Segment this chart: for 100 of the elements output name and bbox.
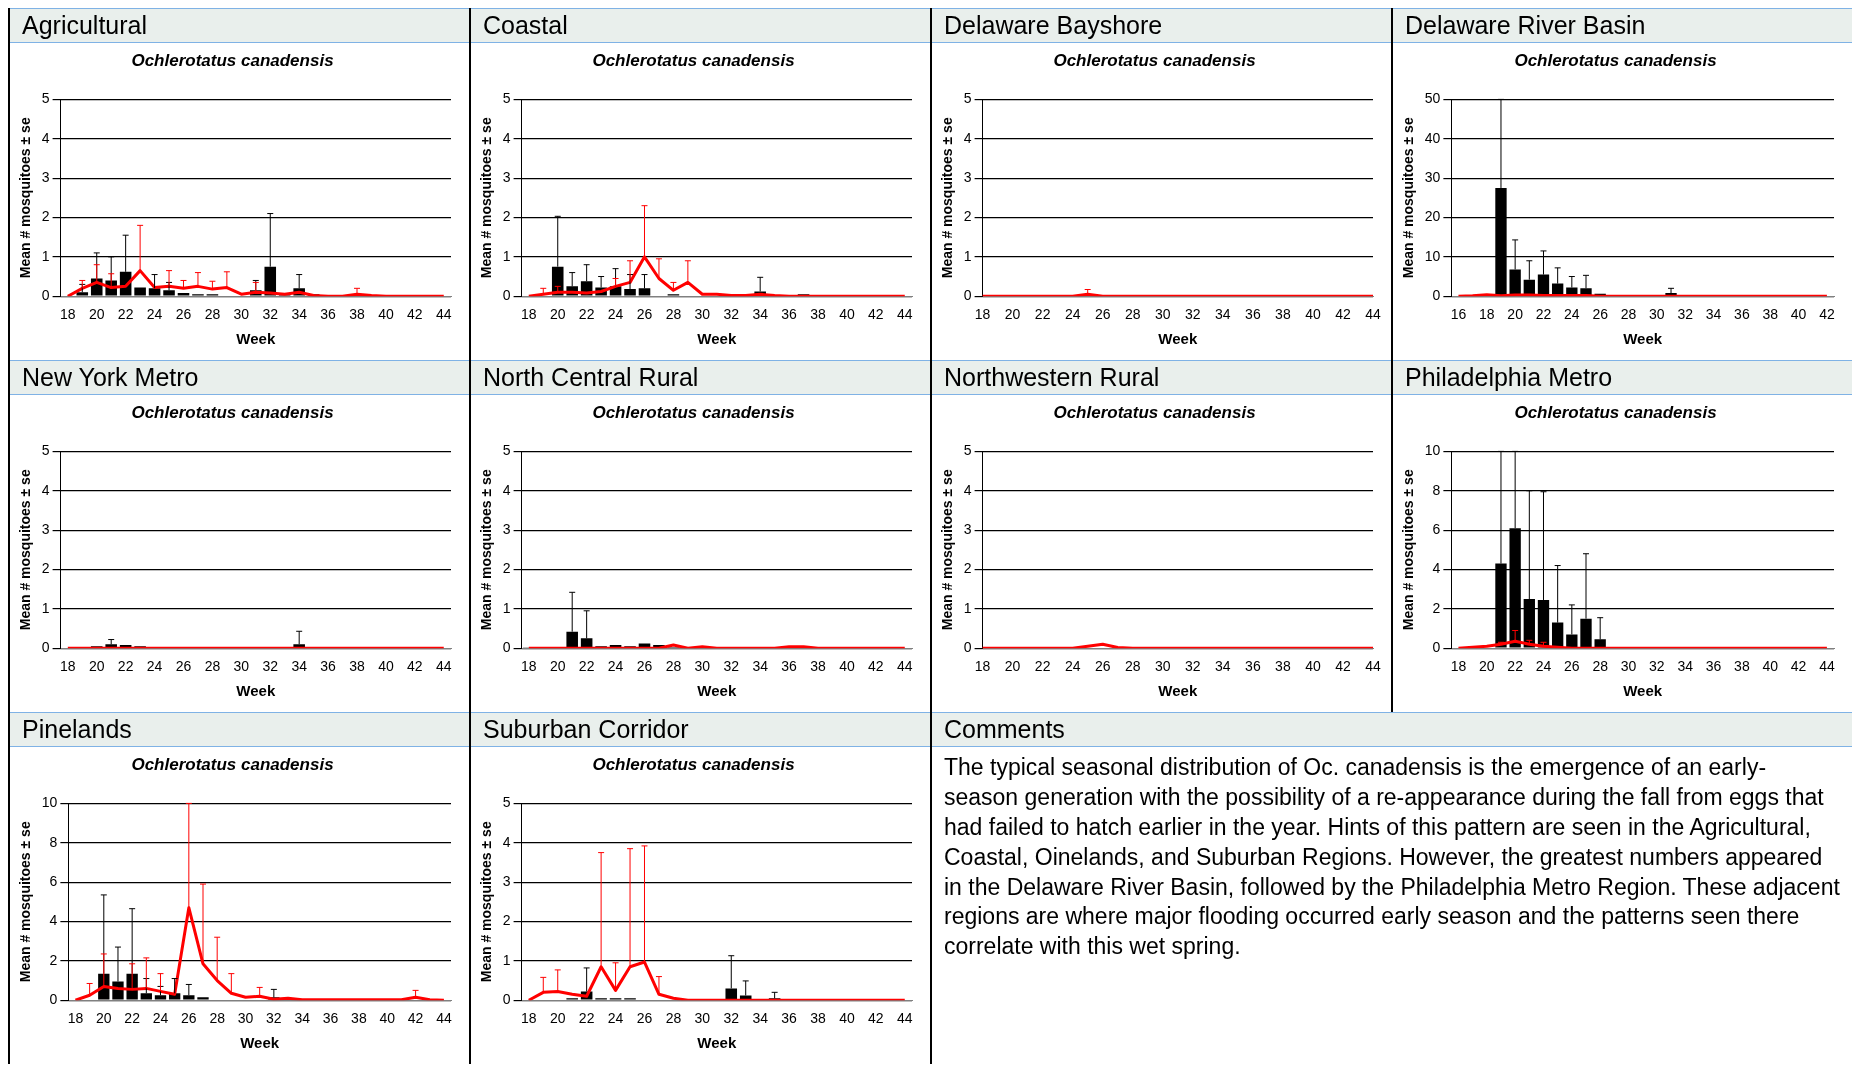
y-tick-label: 0	[41, 287, 50, 304]
y-axis-title: Mean # mosquitoes ± se	[478, 821, 495, 983]
x-tick-label: 22	[1507, 658, 1524, 675]
chart-title: New York Metro	[10, 360, 469, 395]
x-tick-label: 44	[435, 658, 452, 675]
x-tick-label: 22	[117, 306, 134, 323]
x-tick-label: 34	[1677, 658, 1694, 675]
x-tick-label: 42	[1335, 658, 1351, 675]
y-axis-title: Mean # mosquitoes ± se	[17, 821, 34, 983]
x-tick-label: 36	[1245, 658, 1261, 675]
x-tick-label: 34	[1215, 658, 1231, 675]
x-tick-label: 42	[407, 658, 423, 675]
y-axis-title: Mean # mosquitoes ± se	[1400, 469, 1417, 631]
x-tick-label: 32	[723, 1010, 740, 1027]
x-tick-label: 38	[1275, 306, 1291, 323]
x-tick-label: 44	[435, 306, 452, 323]
y-tick-label: 0	[963, 287, 972, 304]
y-tick-label: 5	[41, 442, 50, 459]
x-tick-label: 26	[1592, 306, 1609, 323]
y-tick-label: 5	[502, 794, 511, 811]
x-tick-label: 38	[1762, 306, 1779, 323]
x-tick-label: 18	[521, 306, 537, 323]
x-tick-label: 42	[407, 306, 423, 323]
x-tick-label: 44	[896, 306, 913, 323]
x-tick-label: 34	[752, 306, 769, 323]
x-tick-label: 34	[1705, 306, 1722, 323]
x-tick-label: 36	[320, 658, 337, 675]
y-tick-label: 4	[963, 129, 972, 146]
x-tick-label: 38	[810, 1010, 827, 1027]
x-tick-label: 42	[1335, 306, 1351, 323]
y-tick-label: 2	[41, 208, 50, 225]
x-tick-label: 22	[124, 1010, 141, 1027]
x-tick-label: 36	[1705, 658, 1722, 675]
x-tick-label: 24	[607, 306, 624, 323]
x-tick-label: 40	[839, 306, 855, 323]
x-tick-label: 18	[521, 1010, 537, 1027]
x-tick-label: 26	[636, 1010, 653, 1027]
x-tick-label: 44	[896, 1010, 913, 1027]
text: Comments	[932, 712, 1852, 747]
x-axis-title: Week	[1158, 682, 1198, 700]
x-tick-label: 18	[521, 658, 537, 675]
x-tick-label: 20	[88, 658, 105, 675]
y-tick-label: 0	[502, 639, 511, 656]
x-axis-title: Week	[240, 1034, 280, 1052]
x-tick-label: 20	[1004, 306, 1021, 323]
x-tick-label: 24	[146, 306, 163, 323]
x-tick-label: 40	[1790, 306, 1807, 323]
y-tick-label: 3	[963, 520, 972, 537]
y-tick-label: 5	[502, 90, 511, 107]
x-axis-title: Week	[236, 682, 276, 700]
text: The typical seasonal distribution of Oc. canadensis is the emergence of an early-season generation with the possibility of a re-appearance during the fall from eggs that had failed to hatch earlier in the year. Hints of this pattern are seen in the Agricultural, Coastal, Oinelands, and Suburban Regions. However, the greatest numbers appeared in the Delaware River Basin, followed by the Philadelphia Metro Region. These adjacent regions are where major flooding occurred early season and the patterns seen there correlate with this wet spring.	[944, 753, 1840, 962]
y-tick-label: 4	[963, 481, 972, 498]
y-tick-label: 5	[963, 442, 972, 459]
x-tick-label: 32	[723, 306, 740, 323]
chart-title: Suburban Corridor	[471, 712, 930, 747]
x-tick-label: 34	[291, 658, 308, 675]
y-tick-label: 50	[1424, 90, 1441, 107]
x-tick-label: 28	[1124, 658, 1141, 675]
x-axis-title: Week	[697, 682, 737, 700]
x-tick-label: 20	[1479, 658, 1495, 675]
x-tick-label: 38	[810, 306, 827, 323]
x-tick-label: 32	[266, 1010, 282, 1027]
y-tick-label: 2	[49, 951, 58, 968]
y-tick-label: 2	[502, 912, 511, 929]
chart-subtitle: Ochlerotatus canadensis	[592, 50, 795, 70]
x-tick-label: 22	[117, 658, 134, 675]
x-tick-label: 30	[237, 1010, 254, 1027]
y-tick-label: 0	[1432, 287, 1441, 304]
y-tick-label: 3	[963, 168, 972, 185]
y-tick-label: 10	[41, 794, 58, 811]
y-tick-label: 2	[502, 208, 511, 225]
y-tick-label: 3	[41, 168, 50, 185]
x-tick-label: 40	[1305, 658, 1321, 675]
x-tick-label: 40	[1762, 658, 1779, 675]
y-tick-label: 4	[41, 481, 50, 498]
x-tick-label: 26	[181, 1010, 197, 1027]
y-tick-label: 0	[502, 991, 511, 1008]
x-tick-label: 22	[578, 1010, 595, 1027]
x-tick-label: 18	[1450, 658, 1467, 675]
chart-subtitle: Ochlerotatus canadensis	[131, 754, 334, 774]
y-tick-label: 4	[41, 129, 50, 146]
y-axis-title: Mean # mosquitoes ± se	[939, 117, 956, 279]
y-tick-label: 0	[502, 287, 511, 304]
y-tick-label: 1	[963, 599, 972, 616]
y-tick-label: 0	[41, 639, 50, 656]
x-tick-label: 20	[1004, 658, 1021, 675]
x-tick-label: 36	[781, 1010, 798, 1027]
chart-subtitle: Ochlerotatus canadensis	[592, 754, 795, 774]
x-tick-label: 44	[1819, 658, 1835, 675]
x-tick-label: 24	[1064, 306, 1081, 323]
x-tick-label: 24	[1564, 306, 1580, 323]
x-tick-label: 30	[1649, 306, 1665, 323]
x-tick-label: 24	[607, 658, 624, 675]
y-axis-title: Mean # mosquitoes ± se	[478, 469, 495, 631]
y-tick-label: 4	[1432, 560, 1441, 577]
x-tick-label: 20	[549, 1010, 566, 1027]
x-tick-label: 30	[694, 1010, 711, 1027]
x-tick-label: 30	[233, 658, 250, 675]
x-tick-label: 28	[209, 1010, 226, 1027]
x-tick-label: 28	[665, 658, 682, 675]
